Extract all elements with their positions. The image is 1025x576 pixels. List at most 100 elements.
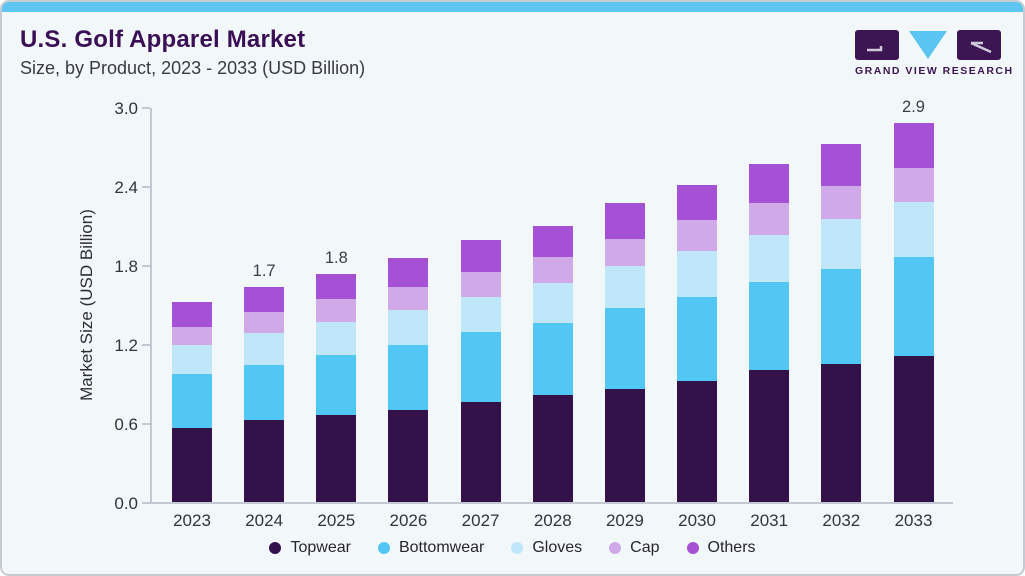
bar-segment-2024-cap xyxy=(244,312,285,334)
bar-segment-2031-gloves xyxy=(749,234,790,283)
bar-segment-2026-gloves xyxy=(388,309,429,346)
bar-segment-2032-topwear xyxy=(821,363,862,502)
page-title: U.S. Golf Apparel Market xyxy=(20,26,306,53)
legend-item-gloves: Gloves xyxy=(511,539,582,557)
bar-segment-2032-bottomwear xyxy=(821,268,862,364)
bar-segment-2029-bottomwear xyxy=(604,308,645,389)
legend-dot-topwear-icon xyxy=(269,542,282,554)
bar-segment-2031-cap xyxy=(749,203,790,235)
legend-label-gloves: Gloves xyxy=(532,539,583,556)
bar-segment-2028-topwear xyxy=(532,395,573,502)
x-tick-label-2032: 2032 xyxy=(822,511,861,530)
legend-item-cap: Cap xyxy=(609,539,660,557)
y-tick-label: 1.2 xyxy=(114,335,138,355)
bar-segment-2033-bottomwear xyxy=(893,257,934,356)
bar-segment-2029-gloves xyxy=(604,266,645,309)
bar-segment-2024-others xyxy=(244,287,285,313)
bar-segment-2033-others xyxy=(893,122,934,168)
bar-segment-2024-topwear xyxy=(244,420,285,502)
y-tick-label: 0.6 xyxy=(114,414,138,434)
legend-dot-gloves-icon xyxy=(511,542,524,554)
x-tick-label-2026: 2026 xyxy=(389,511,428,530)
bar-segment-2027-others xyxy=(460,240,501,272)
y-tick-mark xyxy=(142,265,150,267)
legend-label-topwear: Topwear xyxy=(290,539,351,556)
y-tick-label: 2.4 xyxy=(114,177,138,197)
legend-label-cap: Cap xyxy=(630,539,660,556)
bar-segment-2033-cap xyxy=(893,167,934,202)
legend-dot-others-icon xyxy=(686,542,699,554)
bar-segment-2023-topwear xyxy=(172,428,212,502)
y-tick-label: 3.0 xyxy=(114,98,138,118)
y-tick-mark xyxy=(142,107,150,109)
bar-segment-2026-cap xyxy=(388,287,429,310)
bar-segment-2023-others xyxy=(172,301,212,327)
y-tick-label: 0.0 xyxy=(114,493,138,513)
y-tick-mark xyxy=(142,344,150,346)
bar-value-label-2024: 1.7 xyxy=(252,262,276,281)
bar-segment-2023-bottomwear xyxy=(172,374,212,429)
logo-r-icon xyxy=(957,30,1001,60)
x-tick-label-2030: 2030 xyxy=(678,511,716,530)
bar-segment-2025-gloves xyxy=(316,321,357,355)
bar-segment-2026-topwear xyxy=(388,409,429,502)
x-tick-label-2024: 2024 xyxy=(245,511,284,530)
bar-segment-2028-bottomwear xyxy=(532,322,573,396)
x-tick-label-2033: 2033 xyxy=(894,511,933,530)
bar-segment-2031-bottomwear xyxy=(749,282,790,371)
bar-segment-2027-cap xyxy=(460,271,501,297)
legend-item-topwear: Topwear xyxy=(269,539,351,557)
bar-segment-2029-topwear xyxy=(604,388,645,502)
bar-segment-2032-cap xyxy=(821,186,862,219)
bar-segment-2025-cap xyxy=(316,299,357,322)
bar-segment-2030-cap xyxy=(677,220,718,251)
bar-segment-2025-topwear xyxy=(316,415,357,502)
logo-v-icon xyxy=(909,31,947,59)
bar-value-label-2025: 1.8 xyxy=(324,249,348,268)
bar-segment-2033-topwear xyxy=(893,355,934,502)
page-subtitle: Size, by Product, 2023 - 2033 (USD Billi… xyxy=(20,58,366,78)
bar-segment-2024-gloves xyxy=(244,333,285,366)
x-tick-label-2027: 2027 xyxy=(461,511,500,530)
bar-value-label-2033: 2.9 xyxy=(902,97,925,116)
gvr-logo-shapes xyxy=(855,30,1001,62)
bar-segment-2025-bottomwear xyxy=(316,354,357,416)
bar-segment-2028-others xyxy=(532,225,573,258)
y-tick-label: 1.8 xyxy=(114,256,138,276)
x-axis-line xyxy=(142,502,953,504)
x-tick-label-2028: 2028 xyxy=(533,511,572,530)
bar-segment-2027-gloves xyxy=(460,296,501,333)
y-tick-mark xyxy=(142,502,150,504)
x-tick-label-2023: 2023 xyxy=(173,511,211,530)
x-tick-label-2029: 2029 xyxy=(605,511,644,530)
bar-segment-2025-others xyxy=(316,274,357,300)
legend: Topwear Bottomwear Gloves Cap Others xyxy=(2,539,1023,557)
legend-item-others: Others xyxy=(686,539,756,557)
legend-dot-bottomwear-icon xyxy=(377,542,390,554)
bar-segment-2032-gloves xyxy=(821,218,862,269)
bar-segment-2024-bottomwear xyxy=(244,365,285,421)
y-axis-line xyxy=(150,108,152,503)
bar-segment-2029-others xyxy=(604,203,645,239)
bar-segment-2031-others xyxy=(749,163,790,204)
bar-segment-2028-gloves xyxy=(532,283,573,323)
bar-segment-2027-topwear xyxy=(460,401,501,502)
bar-segment-2030-others xyxy=(677,184,718,221)
bar-segment-2023-cap xyxy=(172,326,212,346)
y-tick-mark xyxy=(142,186,150,188)
legend-label-bottomwear: Bottomwear xyxy=(398,539,485,556)
y-tick-mark xyxy=(142,423,150,425)
gvr-logo-text: GRAND VIEW RESEARCH xyxy=(855,65,1014,77)
legend-label-others: Others xyxy=(707,539,756,556)
y-axis-title: Market Size (USD Billion) xyxy=(77,209,96,401)
x-tick-label-2031: 2031 xyxy=(750,511,789,530)
bar-segment-2023-gloves xyxy=(172,345,212,375)
top-accent-bar xyxy=(2,2,1023,12)
bar-segment-2026-bottomwear xyxy=(388,345,429,410)
plot-area: 0.0 0.6 1.2 1.8 2.4 3.0 2023 2024 1.7 2025 1.8 2026… xyxy=(114,98,953,530)
legend-dot-cap-icon xyxy=(609,542,622,554)
bar-segment-2030-topwear xyxy=(677,380,718,502)
bar-segment-2027-bottomwear xyxy=(460,332,501,402)
bar-segment-2030-gloves xyxy=(677,250,718,297)
